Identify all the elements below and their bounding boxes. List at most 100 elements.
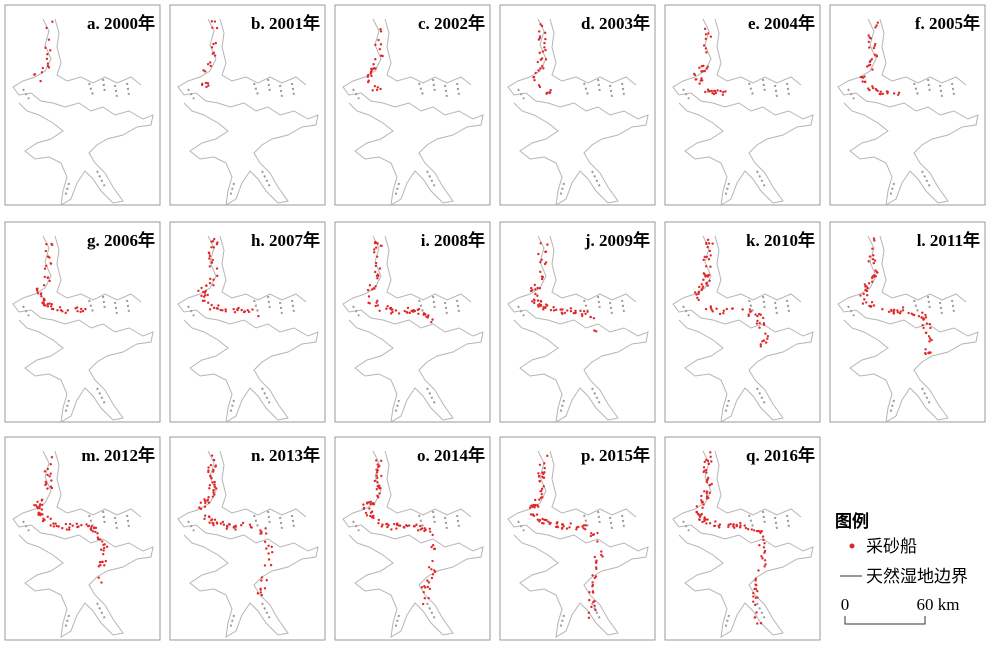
sand-boat (539, 260, 542, 264)
sand-boat (427, 566, 431, 569)
sand-boat (538, 479, 541, 483)
sand-boat (538, 35, 542, 38)
sand-boat (101, 540, 104, 543)
sand-boat (374, 43, 377, 47)
sand-boat (210, 261, 214, 264)
sand-boat (735, 524, 739, 528)
sand-boat (36, 500, 39, 503)
sand-boat (741, 308, 744, 311)
sand-boat (552, 306, 555, 309)
sand-boat (369, 500, 373, 503)
sand-boat (727, 525, 730, 529)
sand-boat (376, 476, 379, 480)
sand-boat (208, 487, 211, 490)
sand-boat (757, 529, 760, 533)
sand-boat (259, 587, 262, 591)
sand-boat (591, 581, 594, 584)
sand-boat (212, 458, 216, 462)
sand-boat (55, 524, 59, 528)
sand-boat (700, 64, 704, 68)
sand-boat (208, 308, 212, 311)
sand-boat (548, 91, 551, 95)
sand-boat (76, 525, 79, 529)
sand-boat (881, 307, 884, 311)
sand-boat (575, 528, 578, 531)
sand-boat (541, 517, 544, 521)
sand-boat (75, 522, 78, 525)
panel-label: d. 2003年 (581, 13, 650, 33)
sand-boat (752, 529, 756, 532)
sand-boat (569, 307, 573, 310)
sand-boat (548, 522, 551, 526)
sand-boat (693, 291, 697, 294)
sand-boat (872, 261, 875, 265)
panel-label: c. 2002年 (418, 13, 485, 33)
sand-boat (44, 46, 47, 50)
sand-boat (232, 526, 235, 529)
sand-boat (761, 535, 765, 538)
sand-boat (533, 301, 536, 305)
sand-boat (36, 505, 39, 509)
sand-boat (374, 304, 377, 308)
sand-boat (373, 287, 376, 290)
sand-boat (873, 275, 876, 278)
sand-boat (700, 77, 703, 80)
sand-boat (377, 521, 380, 525)
sand-boat (705, 471, 708, 474)
sand-boat (708, 483, 712, 487)
sand-boat (536, 286, 539, 290)
sand-boat (362, 507, 365, 510)
sand-boat (581, 314, 584, 318)
sand-boat (592, 316, 596, 320)
sand-boat (861, 80, 864, 83)
sand-boat (85, 523, 88, 526)
sand-boat (89, 528, 93, 532)
sand-boat (207, 515, 211, 518)
panel-label: h. 2007年 (251, 230, 320, 250)
sand-boat (716, 89, 719, 92)
sand-boat (61, 526, 64, 530)
sand-boat (582, 524, 586, 527)
sand-boat (386, 522, 389, 526)
sand-boat (543, 46, 546, 49)
sand-boat (51, 307, 55, 311)
sand-boat (703, 519, 706, 523)
sand-boat (704, 47, 708, 50)
sand-boat (750, 528, 754, 531)
sand-boat (879, 92, 882, 96)
sand-boat (39, 79, 42, 83)
sand-boat (212, 523, 215, 527)
sand-boat (881, 92, 885, 96)
sand-boat (372, 251, 376, 254)
sand-boat (590, 605, 593, 609)
sand-boat (705, 51, 708, 54)
sand-boat (707, 273, 711, 277)
sand-boat (752, 600, 755, 603)
sand-boat (373, 84, 377, 88)
sand-boat (763, 542, 766, 545)
sand-boat (874, 26, 877, 29)
sand-boat (371, 89, 374, 92)
sand-boat (224, 308, 227, 311)
sand-boat (248, 523, 252, 526)
panels: a. 2000年 b. 2001年 c. 2002年 d. 2003年 e. 2004年… (4, 4, 986, 641)
sand-boat (709, 35, 713, 38)
sand-boat (536, 299, 540, 302)
sand-boat (921, 311, 924, 314)
sand-boat (237, 306, 240, 310)
sand-boat (541, 471, 544, 474)
sand-boat (759, 345, 762, 348)
sand-boat (739, 524, 742, 527)
sand-boat (211, 26, 214, 29)
sand-boat (213, 493, 216, 496)
sand-boat (759, 621, 763, 625)
sand-boat (755, 611, 758, 614)
sand-boat (924, 316, 928, 319)
scale-label: 0 (841, 595, 850, 614)
sand-boat (403, 309, 406, 313)
sand-boat (203, 517, 206, 521)
sand-boat (762, 339, 766, 342)
sand-boat (228, 523, 231, 526)
sand-boat (46, 467, 49, 471)
sand-boat (529, 513, 533, 516)
